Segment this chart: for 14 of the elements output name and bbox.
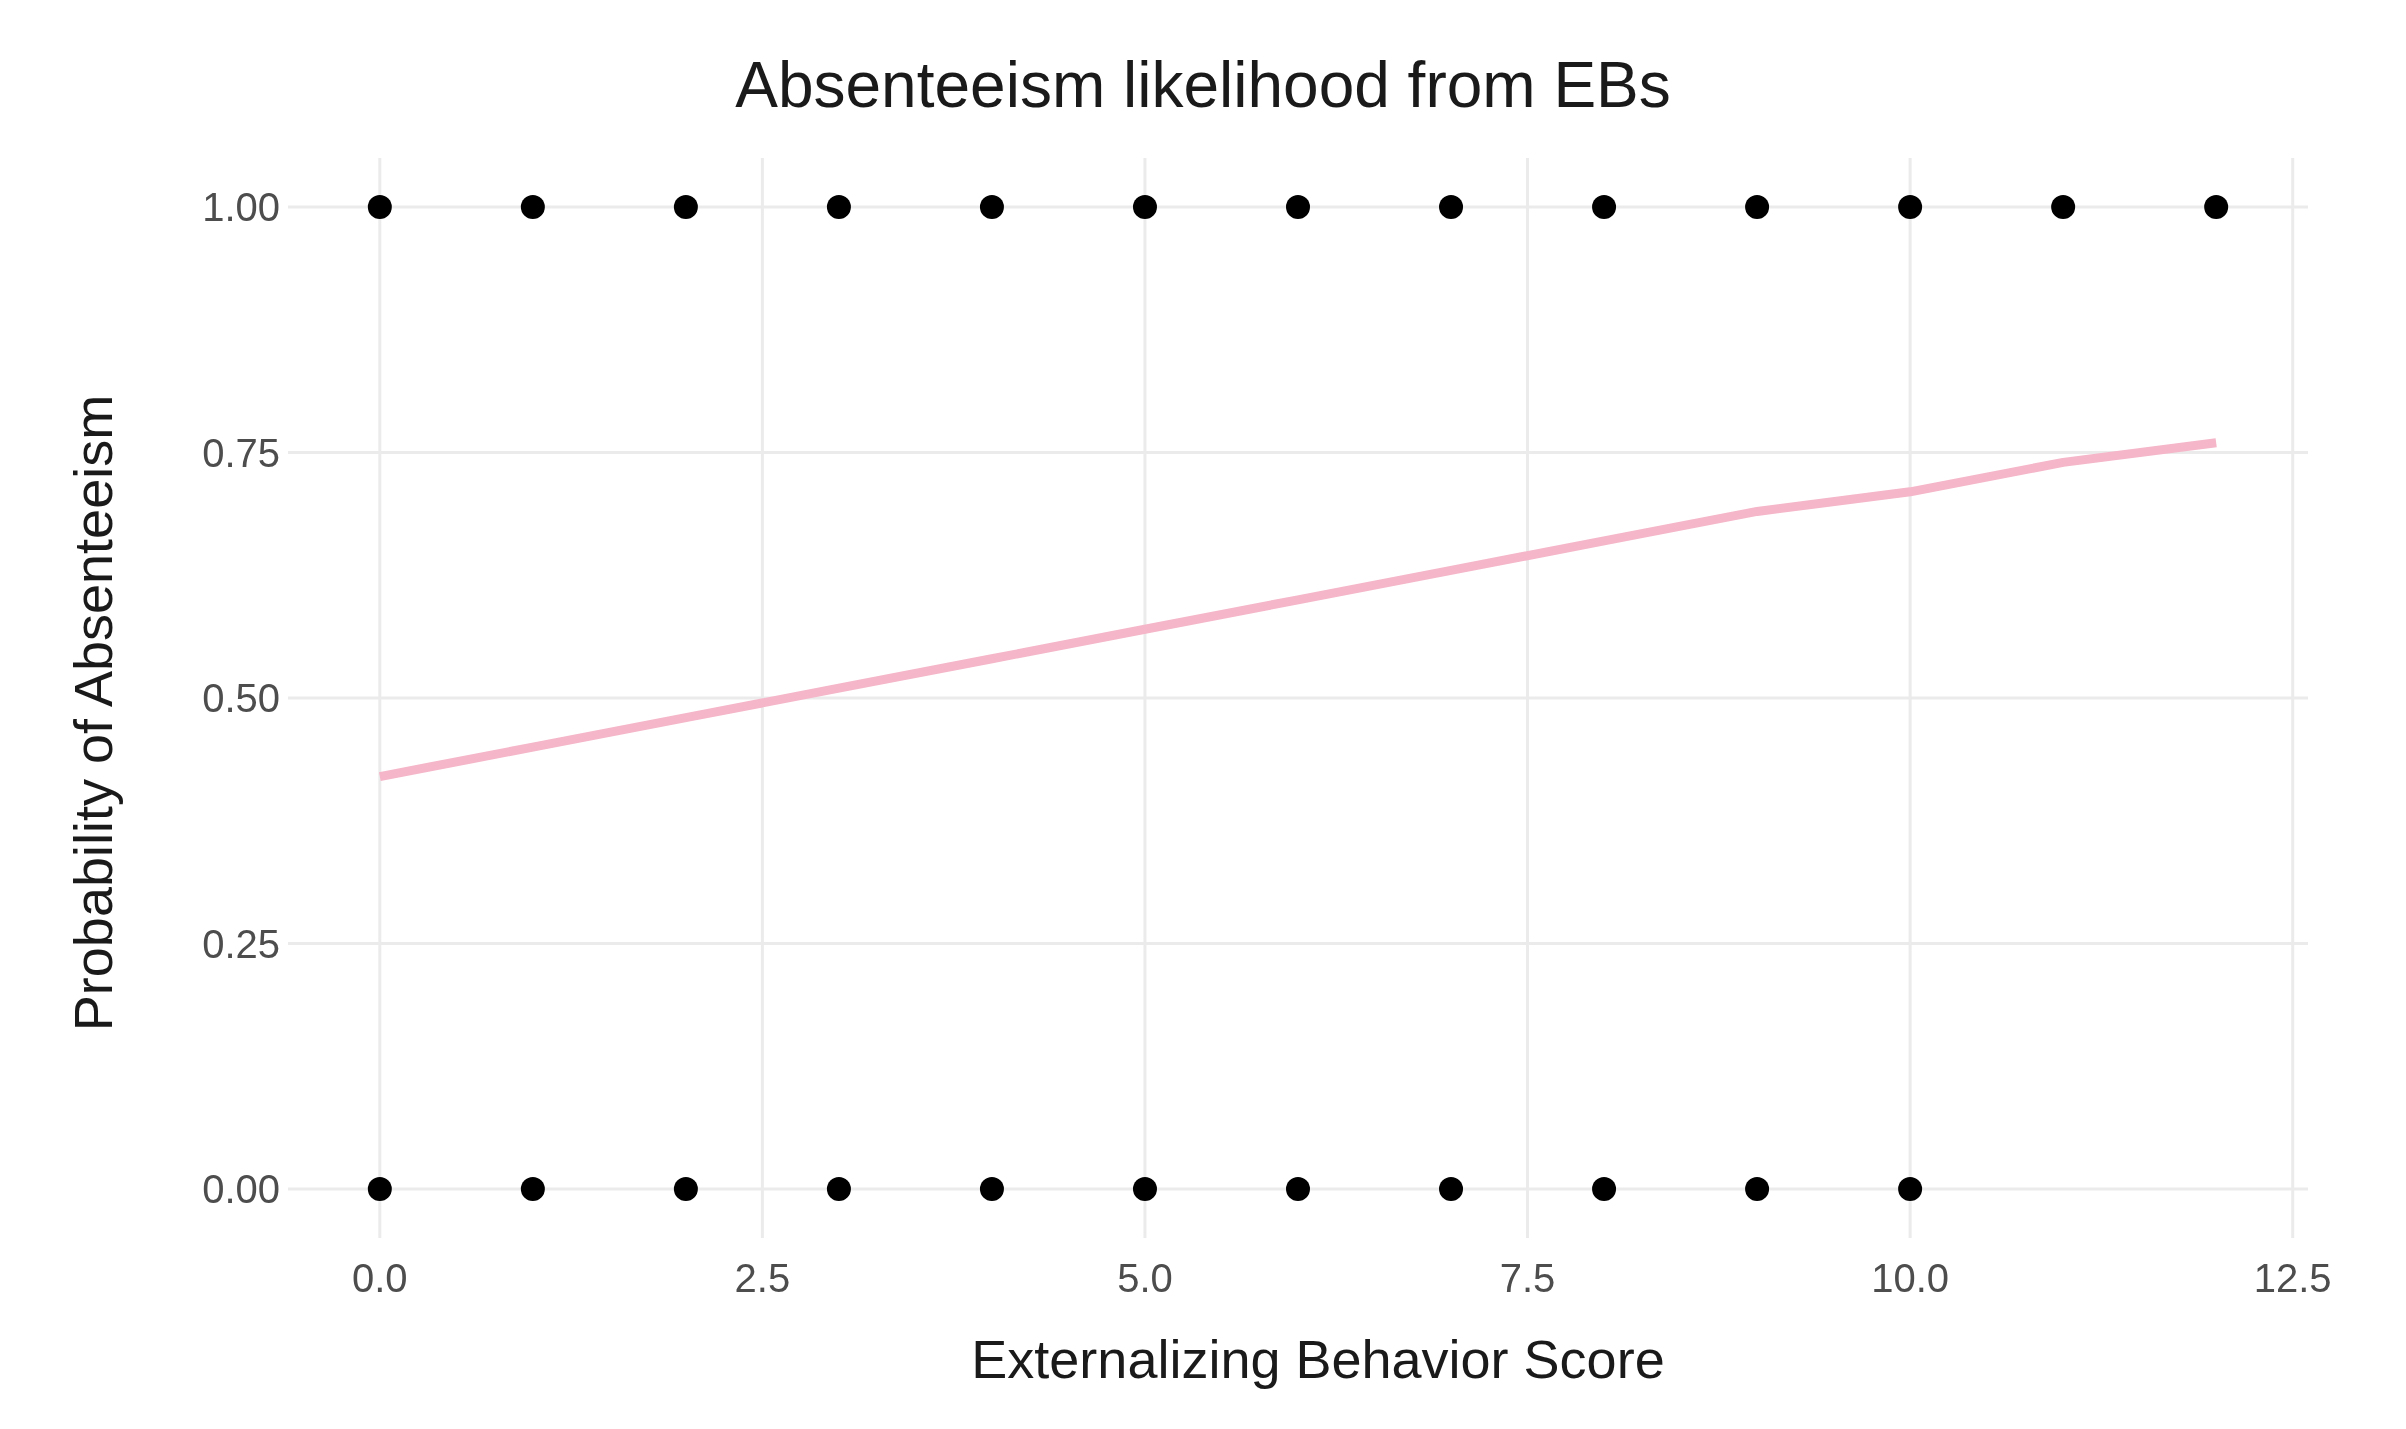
y-tick-label: 0.75	[202, 430, 280, 475]
y-axis-title: Probability of Absenteeism	[62, 394, 124, 1032]
y-tick-label: 1.00	[202, 185, 280, 230]
x-tick-label: 10.0	[1871, 1256, 1950, 1301]
chart-title: Absenteeism likelihood from EBs	[734, 48, 1672, 123]
x-tick-label: 0.0	[352, 1256, 408, 1301]
x-axis-title: Externalizing Behavior Score	[970, 1328, 1666, 1390]
x-tick-label: 12.5	[2253, 1256, 2332, 1301]
x-tick-label: 5.0	[1117, 1256, 1173, 1301]
y-tick-label: 0.00	[202, 1167, 280, 1212]
y-tick-label: 0.50	[202, 676, 280, 721]
y-tick-label: 0.25	[202, 921, 280, 966]
x-tick-label: 7.5	[1499, 1256, 1556, 1301]
x-tick-label: 2.5	[734, 1256, 791, 1301]
